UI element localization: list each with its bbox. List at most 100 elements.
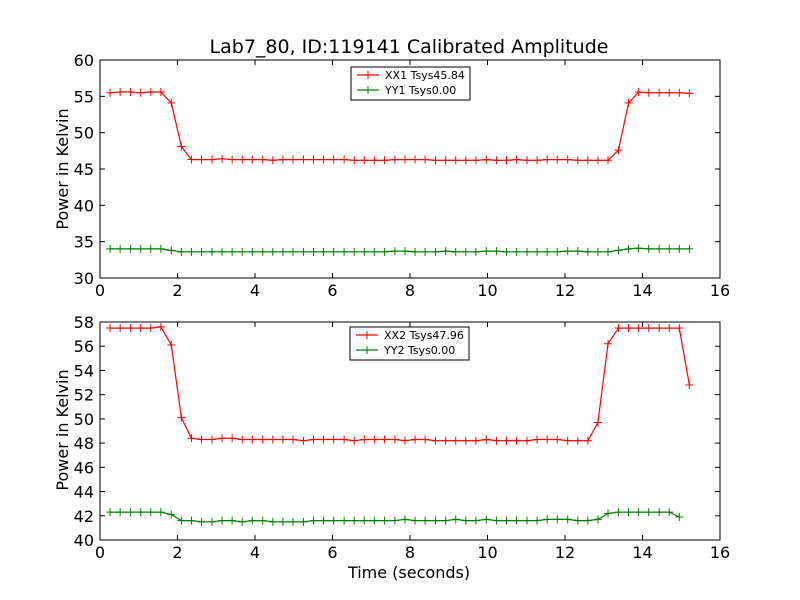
- bottom-series-1-point: [146, 324, 155, 333]
- top-series-2-point: [126, 244, 135, 253]
- top-series-2-point: [451, 247, 460, 256]
- bottom-series-1-point: [604, 339, 613, 348]
- top-series-2-point: [197, 247, 206, 256]
- top-x-tick-label: 2: [172, 281, 182, 300]
- top-series-1-point: [187, 155, 196, 164]
- top-series-1-point: [543, 155, 552, 164]
- bottom-y-tick-label: 44: [74, 483, 94, 502]
- top-y-tick-label: 45: [74, 160, 94, 179]
- bottom-series-2-point: [411, 516, 420, 525]
- bottom-legend-marker: [363, 331, 371, 339]
- bottom-series-2-point: [288, 517, 297, 526]
- bottom-series-2-point: [218, 516, 227, 525]
- top-y-tick-label: 35: [74, 233, 94, 252]
- bottom-series-1-point: [492, 436, 501, 445]
- top-series-1-point: [340, 155, 349, 164]
- bottom-series-2-point: [482, 515, 491, 524]
- bottom-series-1-point: [675, 324, 684, 333]
- top-series-1-point: [288, 155, 297, 164]
- bottom-series-2-point: [329, 516, 338, 525]
- top-series-2-point: [218, 247, 227, 256]
- bottom-series-2-point: [136, 508, 145, 517]
- bottom-series-1-point: [553, 435, 562, 444]
- bottom-series-2-point: [340, 516, 349, 525]
- top-x-tick-label: 16: [710, 281, 730, 300]
- top-series-2-point: [502, 247, 511, 256]
- top-series-2-point: [146, 244, 155, 253]
- bottom-series-1-point: [258, 435, 267, 444]
- bottom-y-tick-label: 42: [74, 507, 94, 526]
- bottom-series-1-point: [583, 436, 592, 445]
- top-series-1-point: [563, 155, 572, 164]
- bottom-series-2-point: [624, 508, 633, 517]
- bottom-series-2-point: [278, 517, 287, 526]
- bottom-legend-box: [349, 326, 470, 361]
- bottom-series-1-point: [543, 435, 552, 444]
- top-x-tick-label: 4: [250, 281, 260, 300]
- bottom-y-tick-label: 56: [74, 337, 94, 356]
- bottom-series-1-point: [248, 435, 257, 444]
- top-legend-label: XX1 Tsys45.84: [385, 69, 465, 82]
- bottom-series-2-point: [665, 508, 674, 517]
- bottom-series-1-point: [523, 436, 532, 445]
- bottom-series-2-point: [390, 516, 399, 525]
- top-series-2-point: [543, 247, 552, 256]
- top-series-2-point: [624, 244, 633, 253]
- top-y-tick-label: 60: [74, 51, 94, 70]
- top-x-tick-label: 12: [555, 281, 575, 300]
- bottom-series-1-point: [228, 434, 237, 443]
- bottom-y-tick-label: 58: [74, 313, 94, 332]
- bottom-series-2-point: [441, 516, 450, 525]
- bottom-series-2-point: [583, 516, 592, 525]
- bottom-series-1-point: [634, 324, 643, 333]
- bottom-x-tick-label: 8: [405, 543, 415, 562]
- bottom-series-1-point: [288, 435, 297, 444]
- bottom-series-1-point: [268, 435, 277, 444]
- top-series-2-point: [207, 247, 216, 256]
- bottom-series-1-point: [482, 435, 491, 444]
- bottom-x-tick-label: 14: [632, 543, 652, 562]
- top-series-1-point: [156, 87, 165, 96]
- x-axis-label: Time (seconds): [347, 563, 470, 582]
- bottom-series-2-point: [543, 515, 552, 524]
- bottom-series-1-point: [685, 380, 694, 389]
- bottom-series-2-point: [573, 516, 582, 525]
- top-series-1-point: [451, 156, 460, 165]
- top-y-tick-label: 50: [74, 124, 94, 143]
- top-series-1-point: [370, 156, 379, 165]
- top-series-1-point: [228, 155, 237, 164]
- top-series-1-point: [512, 155, 521, 164]
- top-series-1-point: [523, 156, 532, 165]
- top-y-axis-label: Power in Kelvin: [53, 108, 72, 229]
- top-series-2-point: [360, 247, 369, 256]
- bottom-series-1-point: [461, 436, 470, 445]
- bottom-series-1-point: [451, 436, 460, 445]
- top-series-2-point: [309, 247, 318, 256]
- bottom-series-2-point: [380, 516, 389, 525]
- top-series-2-point: [329, 247, 338, 256]
- top-series-1-point: [502, 156, 511, 165]
- bottom-series-line-1: [110, 326, 690, 442]
- top-series-2-point: [248, 247, 257, 256]
- bottom-series-2-point: [644, 508, 653, 517]
- top-series-1-point: [593, 156, 602, 165]
- top-series-2-point: [512, 247, 521, 256]
- bottom-x-tick-label: 10: [477, 543, 497, 562]
- top-series-1-point: [492, 156, 501, 165]
- bottom-series-2-point: [593, 515, 602, 524]
- top-series-2-point: [563, 247, 572, 256]
- top-series-1-point: [675, 88, 684, 97]
- bottom-legend: XX2 Tsys47.96 YY2 Tsys0.00: [349, 326, 470, 361]
- top-series-2-point: [675, 244, 684, 253]
- bottom-series-1-point: [644, 324, 653, 333]
- bottom-series-1-point: [624, 324, 633, 333]
- bottom-series-1-point: [278, 435, 287, 444]
- bottom-y-tick-label: 40: [74, 531, 94, 550]
- bottom-series-2-point: [177, 516, 186, 525]
- bottom-series-2-point: [655, 508, 664, 517]
- bottom-series-1-point: [350, 436, 359, 445]
- bottom-series-2-point: [299, 517, 308, 526]
- top-series-1-point: [248, 155, 257, 164]
- bottom-series-1-point: [400, 436, 409, 445]
- top-series-1-point: [441, 156, 450, 165]
